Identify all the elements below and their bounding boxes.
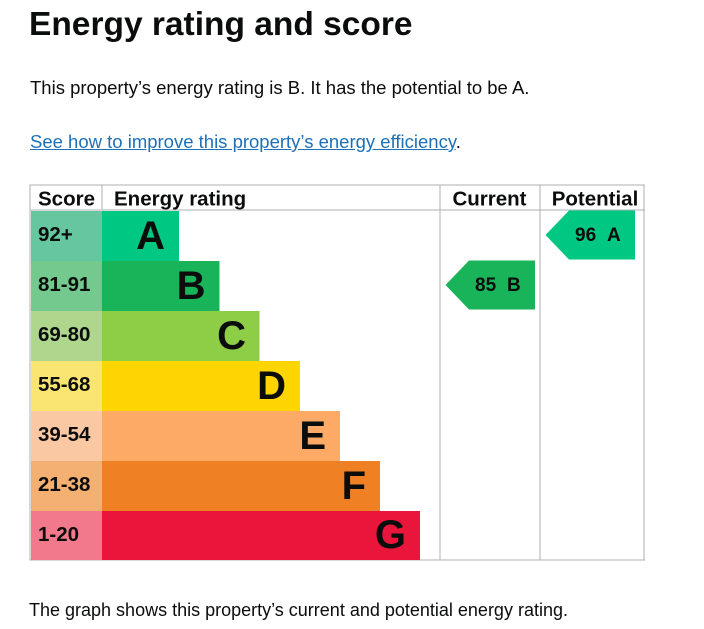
svg-text:69-80: 69-80 [38,323,90,346]
svg-text:55-68: 55-68 [38,373,90,396]
svg-text:Potential: Potential [552,188,639,211]
svg-text:1-20: 1-20 [38,523,79,546]
svg-text:21-38: 21-38 [38,473,90,496]
svg-text:F: F [342,464,366,508]
svg-text:85: 85 [475,275,497,296]
svg-text:39-54: 39-54 [38,423,91,446]
svg-text:G: G [375,513,406,557]
svg-text:E: E [299,414,326,458]
svg-text:D: D [257,364,286,408]
svg-text:92+: 92+ [38,223,73,246]
svg-text:Current: Current [452,188,526,211]
svg-text:81-91: 81-91 [38,273,90,296]
svg-text:A: A [607,225,621,246]
svg-text:Energy rating: Energy rating [114,188,246,211]
svg-text:96: 96 [575,225,596,246]
svg-text:B: B [177,264,206,308]
svg-text:A: A [136,214,165,258]
svg-text:B: B [507,275,521,296]
svg-text:C: C [217,314,246,358]
svg-text:Score: Score [38,188,95,211]
